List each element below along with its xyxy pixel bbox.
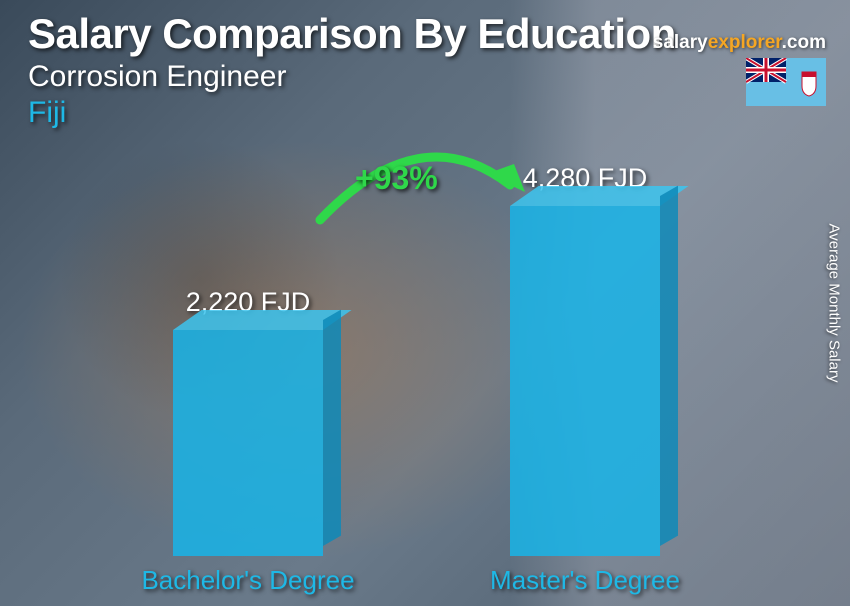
bar <box>510 206 660 556</box>
bar-group: 4,280 FJDMaster's Degree <box>510 163 660 556</box>
flag-shield-top <box>802 72 816 77</box>
header: Salary Comparison By Education Corrosion… <box>28 10 830 130</box>
bar-group: 2,220 FJDBachelor's Degree <box>173 287 323 556</box>
brand-logo: salaryexplorer.com <box>653 32 826 54</box>
country: Fiji <box>28 96 830 130</box>
bar-front-face <box>510 206 660 556</box>
brand-suffix: .com <box>782 32 826 53</box>
bar-side-face <box>660 186 678 546</box>
infographic-canvas: Salary Comparison By Education Corrosion… <box>0 0 850 606</box>
bar <box>173 330 323 556</box>
flag-icon <box>746 58 826 106</box>
brand-prefix: salary <box>653 32 708 53</box>
bar-side-face <box>323 310 341 546</box>
bar-chart: +93% 2,220 FJDBachelor's Degree 4,280 FJD… <box>0 150 850 606</box>
subtitle: Corrosion Engineer <box>28 60 830 94</box>
bar-front-face <box>173 330 323 556</box>
percent-increase: +93% <box>355 160 438 197</box>
brand-mid: explorer <box>708 32 782 53</box>
bar-label: Bachelor's Degree <box>141 565 354 596</box>
bar-label: Master's Degree <box>490 565 680 596</box>
